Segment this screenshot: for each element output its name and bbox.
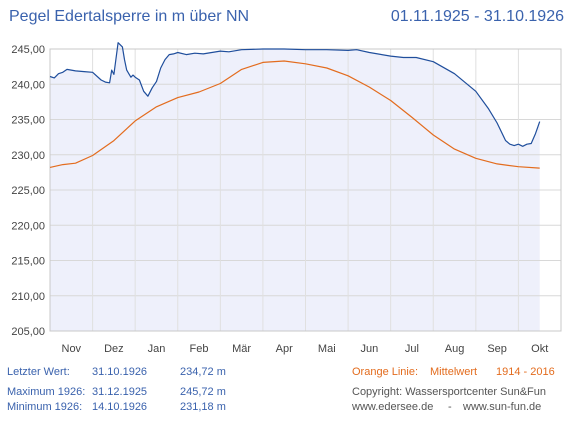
site-link-sunfun[interactable]: www.sun-fun.de [463, 401, 542, 413]
x-tick-label: Apr [276, 343, 293, 355]
x-tick-label: Jul [405, 343, 419, 355]
max-value: 245,72 m [180, 386, 226, 398]
x-tick-label: Feb [190, 343, 209, 355]
chart-period: 01.11.1925 - 31.10.1926 [390, 8, 564, 25]
x-tick-label: Mai [318, 343, 336, 355]
x-tick-label: Jan [148, 343, 166, 355]
x-tick-label: Sep [487, 343, 507, 355]
x-tick-label: Nov [62, 343, 82, 355]
legend-orange-label: Orange Linie: [352, 366, 419, 378]
x-tick-label: Dez [104, 343, 124, 355]
pegel-line [49, 42, 541, 147]
pegel-area-fill [50, 42, 540, 331]
min-date: 14.10.1926 [92, 401, 148, 413]
legend-orange-years: 1914 - 2016 [496, 366, 555, 378]
x-tick-label: Aug [445, 343, 465, 355]
last-value-date: 31.10.1926 [92, 366, 148, 378]
y-tick-label: 210,00 [11, 291, 45, 303]
copyright-text: Copyright: Wassersportcenter Sun&Fun [352, 386, 547, 398]
legend-orange-text: Mittelwert [430, 366, 478, 378]
y-tick-label: 205,00 [11, 326, 45, 338]
last-value-label: Letzter Wert: [7, 366, 70, 378]
y-tick-label: 240,00 [11, 79, 45, 91]
max-date: 31.12.1925 [92, 386, 148, 398]
site-link-edersee[interactable]: www.edersee.de [352, 401, 434, 413]
mittelwert-line [49, 60, 540, 169]
max-label: Maximum 1926: [7, 386, 86, 398]
x-tick-label: Jun [361, 343, 379, 355]
y-tick-label: 215,00 [11, 256, 45, 268]
y-tick-label: 230,00 [11, 150, 45, 162]
x-tick-label: Mär [232, 343, 251, 355]
plot-frame [49, 48, 562, 332]
x-tick-label: Okt [531, 343, 548, 355]
min-value: 231,18 m [180, 401, 226, 413]
y-tick-label: 220,00 [11, 220, 45, 232]
footer-separator: - [448, 401, 452, 413]
y-tick-label: 235,00 [11, 115, 45, 127]
y-tick-label: 245,00 [11, 44, 45, 56]
chart-title: Pegel Edertalsperre in m über NN [9, 8, 250, 25]
min-label: Minimum 1926: [7, 401, 83, 413]
y-tick-label: 225,00 [11, 185, 45, 197]
last-value: 234,72 m [180, 366, 226, 378]
